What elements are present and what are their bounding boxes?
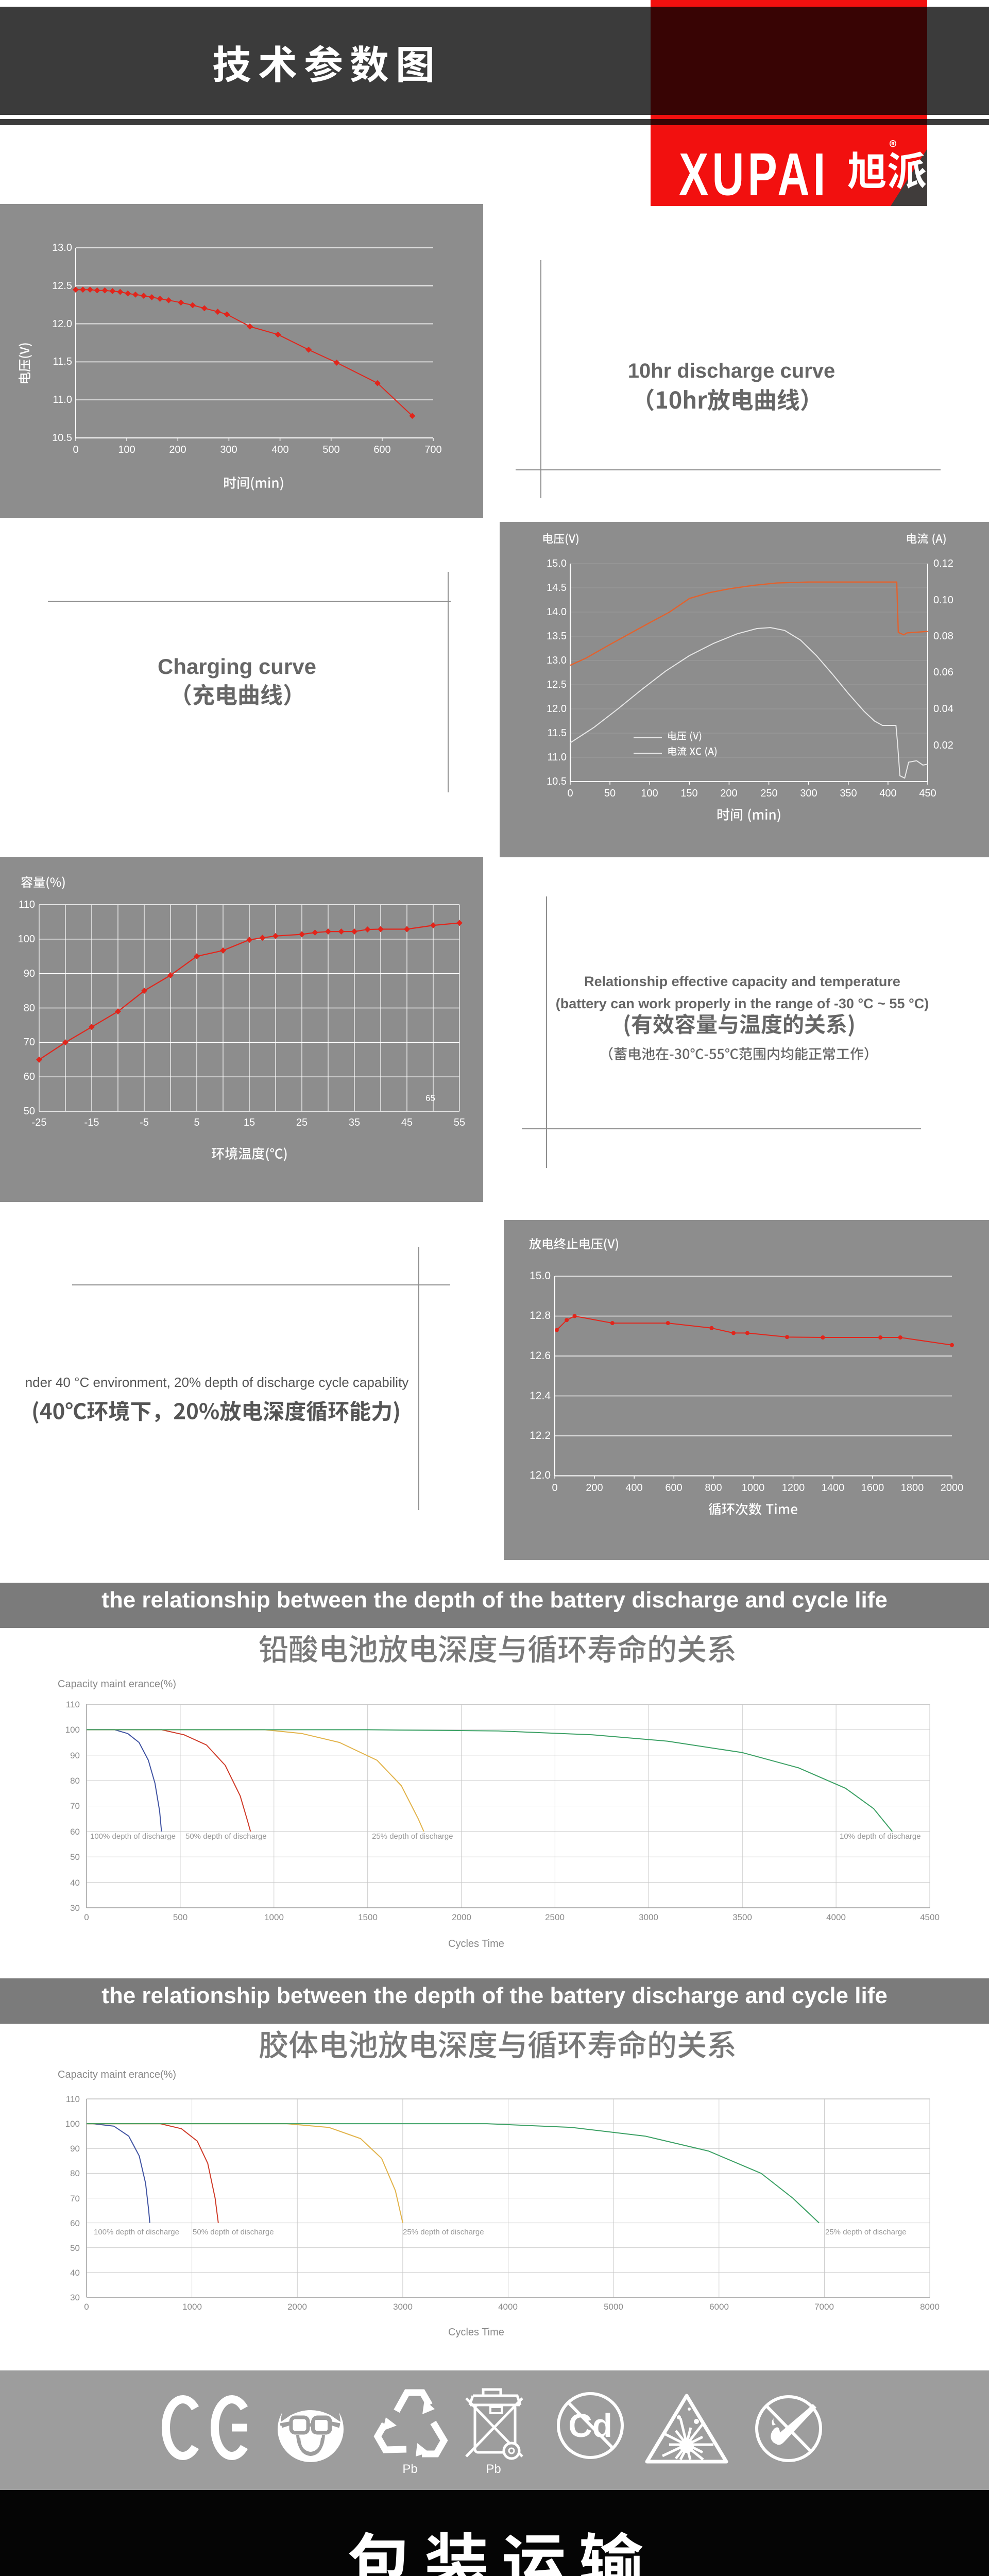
svg-text:XUPAI: XUPAI — [679, 141, 829, 208]
